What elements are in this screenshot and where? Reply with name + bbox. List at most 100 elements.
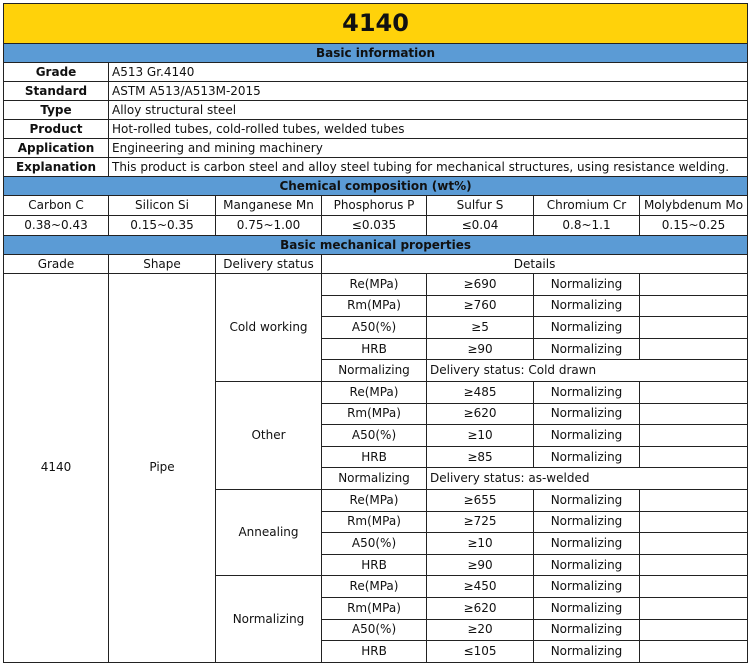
element-name: Phosphorus P <box>321 195 427 216</box>
table-row: Application Engineering and mining machin… <box>3 138 749 158</box>
empty-cell <box>638 596 749 620</box>
section-chemical: Chemical composition (wt%) <box>2 176 749 196</box>
empty-cell <box>638 337 749 361</box>
heat-treatment: Normalizing <box>533 402 640 426</box>
element-value: ≤0.04 <box>426 215 534 236</box>
table-row: HRB ≥85 Normalizing <box>4 445 749 469</box>
empty-cell <box>638 294 749 318</box>
empty-cell <box>638 424 749 447</box>
property-name: A50(%) <box>321 618 427 642</box>
property-value: ≥620 <box>426 402 534 426</box>
element-value: 0.75~1.00 <box>215 215 322 236</box>
heat-treatment: Normalizing <box>533 424 640 447</box>
element-value: 0.15~0.35 <box>108 215 216 236</box>
property-name: A50(%) <box>321 424 427 447</box>
table-row: Chemical composition (wt%) <box>2 176 749 196</box>
spec-table: 4140 Basic information Grade A513 Gr.4140… <box>2 3 749 663</box>
heat-treatment: Normalizing <box>533 510 640 534</box>
shape-cell: Pipe <box>108 273 216 663</box>
table-row: Grade A513 Gr.4140 <box>3 62 749 82</box>
note-label: Normalizing <box>321 359 427 382</box>
field-value: A513 Gr.4140 <box>107 62 749 82</box>
table-row: 4140 Pipe Cold working Re(MPa) ≥690 Normalizi… <box>3 273 749 663</box>
section-basic-info: Basic information <box>2 43 749 63</box>
property-value: ≤105 <box>426 640 534 663</box>
note-value: Delivery status: as-welded <box>425 467 749 490</box>
property-value: ≥690 <box>426 273 534 296</box>
empty-cell <box>638 553 749 577</box>
table-row: HRB ≤105 Normalizing <box>4 640 749 663</box>
heat-treatment: Normalizing <box>533 618 640 642</box>
element-name: Carbon C <box>3 195 109 216</box>
empty-cell <box>638 316 749 339</box>
table-row: Annealing Re(MPa) ≥655 Normalizing <box>4 488 749 577</box>
table-row: Grade Shape Delivery status Details <box>3 254 749 274</box>
grade-cell: 4140 <box>3 273 109 663</box>
property-value: ≥450 <box>426 575 534 598</box>
empty-cell <box>638 273 749 296</box>
table-row: Explanation This product is carbon steel … <box>3 157 749 177</box>
table-row: Product Hot-rolled tubes, cold-rolled tub… <box>3 119 749 139</box>
table-row: Carbon C Silicon Si Manganese Mn Phosphorus… <box>3 195 749 216</box>
field-label: Explanation <box>3 157 109 177</box>
element-value: 0.38~0.43 <box>3 215 109 236</box>
field-label: Grade <box>3 62 109 82</box>
table-row: Standard ASTM A513/A513M-2015 <box>3 81 749 101</box>
column-header: Details <box>320 254 749 274</box>
heat-treatment: Normalizing <box>533 596 640 620</box>
element-value: 0.8~1.1 <box>533 215 640 236</box>
property-name: Rm(MPa) <box>321 402 427 426</box>
heat-treatment: Normalizing <box>533 488 640 512</box>
column-header: Grade <box>3 254 109 274</box>
table-row: A50(%) ≥10 Normalizing <box>4 532 749 555</box>
table-row: HRB ≥90 Normalizing <box>4 337 749 361</box>
delivery-status: Cold working <box>215 273 322 382</box>
property-name: Re(MPa) <box>321 380 427 404</box>
heat-treatment: Normalizing <box>533 273 640 296</box>
property-name: HRB <box>321 640 427 663</box>
property-value: ≥20 <box>426 618 534 642</box>
field-label: Product <box>3 119 109 139</box>
heat-treatment: Normalizing <box>533 553 640 577</box>
table-row: Rm(MPa) ≥725 Normalizing <box>4 510 749 534</box>
empty-cell <box>638 380 749 404</box>
element-name: Manganese Mn <box>215 195 322 216</box>
property-value: ≥90 <box>426 553 534 577</box>
column-header: Shape <box>108 254 216 274</box>
heat-treatment: Normalizing <box>533 337 640 361</box>
property-value: ≥90 <box>426 337 534 361</box>
property-value: ≥760 <box>426 294 534 318</box>
property-name: Re(MPa) <box>321 488 427 512</box>
table-row: Normalizing Delivery status: as-welded <box>4 467 749 490</box>
property-value: ≥85 <box>426 445 534 469</box>
field-value: Hot-rolled tubes, cold-rolled tubes, wel… <box>107 119 749 139</box>
element-value: ≤0.035 <box>321 215 427 236</box>
table-row: HRB ≥90 Normalizing <box>4 553 749 577</box>
heat-treatment: Normalizing <box>533 316 640 339</box>
empty-cell <box>638 640 749 663</box>
empty-cell <box>638 575 749 598</box>
empty-cell <box>638 532 749 555</box>
table-row: A50(%) ≥20 Normalizing <box>4 618 749 642</box>
heat-treatment: Normalizing <box>533 380 640 404</box>
heat-treatment: Normalizing <box>533 532 640 555</box>
element-name: Silicon Si <box>108 195 216 216</box>
property-value: ≥620 <box>426 596 534 620</box>
field-label: Application <box>3 138 109 158</box>
table-row: A50(%) ≥5 Normalizing <box>4 316 749 339</box>
heat-treatment: Normalizing <box>533 445 640 469</box>
property-value: ≥655 <box>426 488 534 512</box>
field-value: Engineering and mining machinery <box>107 138 749 158</box>
table-row: A50(%) ≥10 Normalizing <box>4 424 749 447</box>
property-name: Re(MPa) <box>321 273 427 296</box>
empty-cell <box>638 618 749 642</box>
field-label: Type <box>3 100 109 120</box>
section-mechanical: Basic mechanical properties <box>2 235 749 255</box>
table-row: Other Re(MPa) ≥485 Normalizing <box>4 380 749 490</box>
element-name: Chromium Cr <box>533 195 640 216</box>
table-row: Normalizing Delivery status: Cold drawn <box>4 359 749 382</box>
delivery-status: Normalizing <box>215 575 322 663</box>
empty-cell <box>638 402 749 426</box>
element-value: 0.15~0.25 <box>638 215 749 236</box>
page-title: 4140 <box>2 3 749 44</box>
